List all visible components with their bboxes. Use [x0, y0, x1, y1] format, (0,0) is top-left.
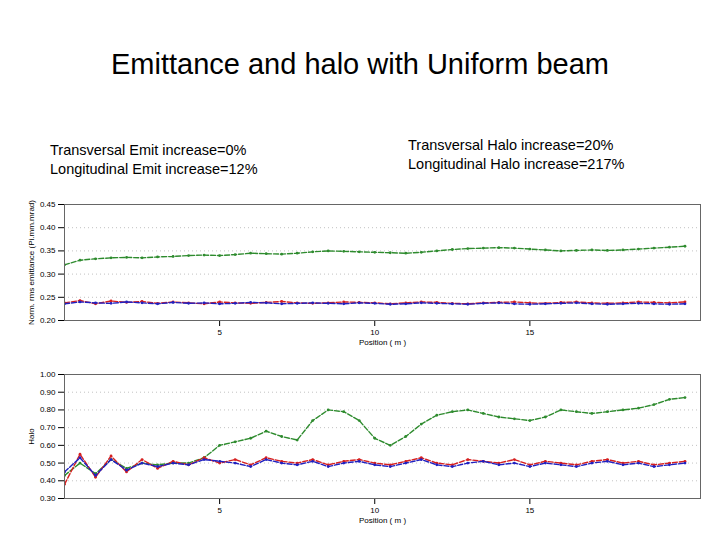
svg-text:15: 15	[525, 328, 534, 337]
svg-text:0.90: 0.90	[40, 388, 56, 397]
svg-text:0.30: 0.30	[40, 494, 56, 503]
svg-text:0.30: 0.30	[40, 270, 56, 279]
svg-text:0.40: 0.40	[40, 476, 56, 485]
svg-text:0.35: 0.35	[40, 246, 56, 255]
svg-text:0.25: 0.25	[40, 293, 56, 302]
html-text:Transversal Emit increase=0%: Transversal Emit increase=0%	[50, 142, 247, 158]
svg-text:10: 10	[370, 328, 379, 337]
svg-text:0.70: 0.70	[40, 423, 56, 432]
html-text:Transversal Halo increase=20%: Transversal Halo increase=20%	[408, 137, 614, 153]
svg-text:0.20: 0.20	[40, 316, 56, 325]
svg-text:0.40: 0.40	[40, 223, 56, 232]
svg-text:Position ( m ): Position ( m )	[359, 516, 406, 525]
svg-text:1.00: 1.00	[40, 370, 56, 379]
svg-text:0.80: 0.80	[40, 405, 56, 414]
svg-text:0.45: 0.45	[40, 200, 56, 209]
svg-text:10: 10	[370, 506, 379, 515]
svg-text:5: 5	[217, 506, 222, 515]
svg-text:Halo: Halo	[27, 428, 36, 445]
html-text:Emittance and halo with Unifor: Emittance and halo with Uniform beam	[111, 48, 609, 80]
svg-text:Norm. rms emittance (Pi.mm.mra: Norm. rms emittance (Pi.mm.mrad)	[27, 200, 36, 325]
svg-text:15: 15	[525, 506, 534, 515]
svg-text:0.50: 0.50	[40, 459, 56, 468]
svg-text:Position ( m ): Position ( m )	[359, 338, 406, 347]
html-text:Longitudinal Emit increase=12%: Longitudinal Emit increase=12%	[50, 161, 258, 177]
svg-text:5: 5	[217, 328, 222, 337]
svg-text:0.60: 0.60	[40, 441, 56, 450]
html-text:Longitudinal Halo increase=217: Longitudinal Halo increase=217%	[408, 156, 625, 172]
